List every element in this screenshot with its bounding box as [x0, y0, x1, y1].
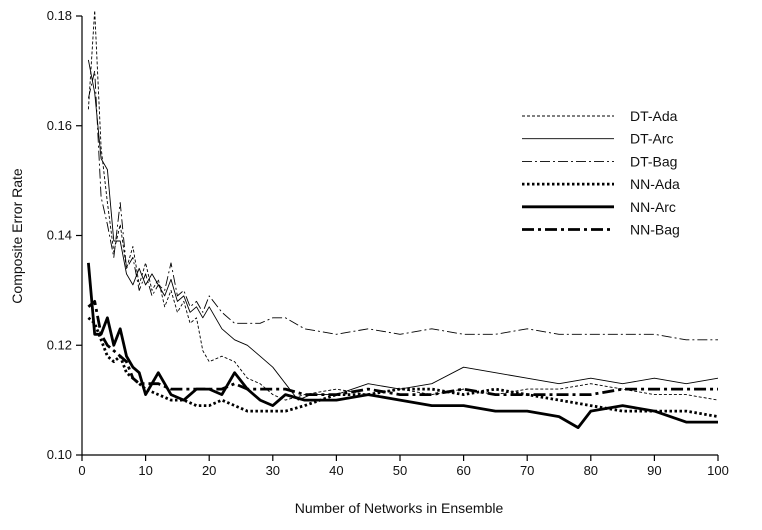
legend-label-nn-ada: NN-Ada: [630, 176, 680, 192]
x-tick-label: 40: [329, 463, 343, 478]
x-tick-label: 90: [647, 463, 661, 478]
series-line-nn-ada: [87, 316, 719, 418]
x-tick-label: 0: [78, 463, 85, 478]
x-tick-label: 60: [456, 463, 470, 478]
series-line-dt-bag: [87, 70, 718, 341]
x-axis-title: Number of Networks in Ensemble: [295, 500, 504, 516]
series-line-dt-arc: [87, 59, 719, 401]
x-tick-label: 20: [202, 463, 216, 478]
legend-label-dt-bag: DT-Bag: [630, 153, 677, 169]
legend-label-nn-bag: NN-Bag: [630, 222, 680, 238]
x-tick-label: 30: [266, 463, 280, 478]
y-tick-label: 0.12: [47, 337, 72, 352]
axes: 0 10 20 30 40 50 60 70 80 90 100 0.10 0.12 0.14 0.16 0.…: [47, 8, 729, 478]
legend-label-dt-arc: DT-Arc: [630, 131, 674, 147]
x-tick-label: 100: [707, 463, 729, 478]
x-tick-label: 50: [393, 463, 407, 478]
series-layer: [87, 10, 719, 430]
x-tick-label: 10: [138, 463, 152, 478]
y-tick-label: 0.10: [47, 447, 72, 462]
series-line-nn-arc: [87, 262, 718, 430]
x-tick-label: 80: [584, 463, 598, 478]
y-tick-label: 0.18: [47, 8, 72, 23]
y-axis-title: Composite Error Rate: [9, 168, 25, 304]
legend-label-dt-ada: DT-Ada: [630, 108, 678, 124]
x-tick-label: 70: [520, 463, 534, 478]
legend: DT-Ada DT-Arc DT-Bag NN-Ada NN-Arc NN-Bag: [522, 108, 680, 238]
legend-label-nn-arc: NN-Arc: [630, 199, 676, 215]
series-line-nn-bag: [87, 299, 718, 397]
y-tick-label: 0.14: [47, 228, 72, 243]
series-line-dt-ada: [87, 10, 719, 401]
y-tick-label: 0.16: [47, 118, 72, 133]
